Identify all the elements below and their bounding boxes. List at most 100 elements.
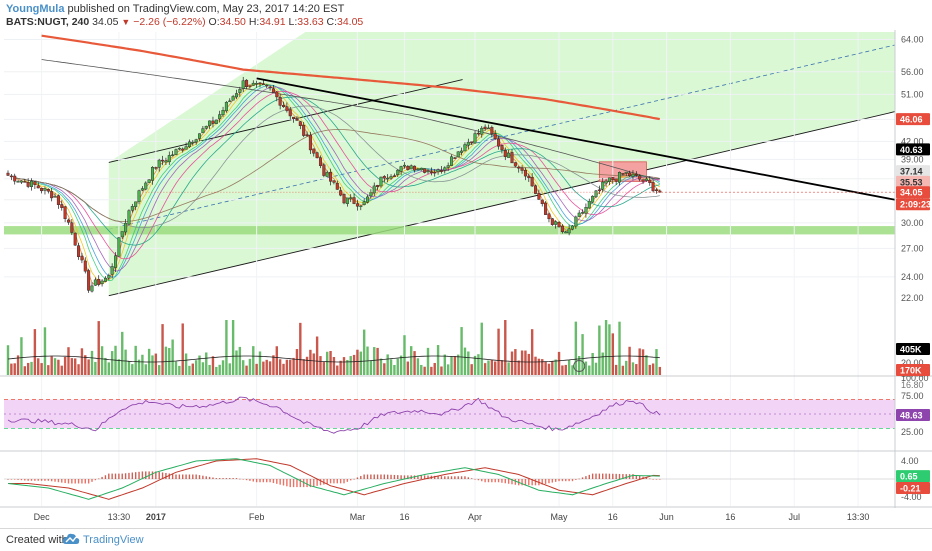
volume-bar	[544, 361, 547, 375]
volume-bar	[80, 348, 84, 375]
price-axis-tick: 30.00	[901, 218, 924, 228]
macd-histogram-bar	[487, 479, 490, 483]
macd-histogram-bar	[578, 478, 580, 480]
volume-bar	[497, 328, 500, 375]
volume-bar	[369, 360, 373, 375]
moving-average-line	[14, 83, 661, 282]
volume-bar	[178, 365, 181, 375]
author-link[interactable]: YoungMula	[6, 3, 65, 15]
volume-bar	[631, 362, 635, 375]
volume-bar	[262, 361, 265, 375]
candle-body	[251, 82, 255, 86]
candle-body	[416, 168, 420, 171]
trading-chart[interactable]: 64.0056.0051.0046.0042.0039.0036.0033.00…	[0, 30, 932, 528]
macd-histogram-bar	[652, 479, 654, 480]
candle-body	[308, 134, 312, 151]
macd-histogram-bar	[380, 474, 382, 479]
macd-histogram-bar	[292, 479, 295, 488]
time-axis-tick: Jun	[659, 512, 674, 522]
macd-histogram-bar	[242, 479, 244, 480]
macd-histogram-bar	[632, 474, 634, 479]
volume-bar	[628, 346, 631, 375]
macd-histogram-bar	[232, 478, 234, 479]
volume-bar	[635, 364, 638, 375]
macd-histogram-bar	[541, 479, 543, 485]
volume-bar	[588, 365, 591, 375]
candle-body	[413, 165, 417, 171]
candles-layer	[6, 76, 662, 293]
candle-body	[460, 150, 464, 153]
macd-histogram-bar	[571, 479, 574, 482]
candle-body	[248, 85, 252, 87]
volume-ma-line	[7, 355, 660, 363]
tradingview-brand-link[interactable]: TradingView	[83, 534, 144, 546]
candle-body	[234, 93, 238, 98]
candle-body	[56, 195, 60, 205]
publish-info: published on TradingView.com, May 23, 20…	[67, 3, 345, 15]
macd-histogram-bar	[158, 471, 160, 479]
candle-body	[379, 176, 383, 187]
candle-body	[554, 221, 558, 225]
macd-histogram-bar	[437, 476, 439, 479]
volume-bar	[201, 362, 205, 375]
macd-histogram-bar	[353, 478, 355, 480]
volume-bar	[641, 349, 645, 375]
macd-histogram-bar	[14, 479, 16, 480]
volume-bar	[608, 324, 611, 375]
macd-axis-tick: -4.00	[901, 492, 922, 502]
volume-bar	[514, 349, 517, 375]
volume-bar	[446, 364, 450, 375]
candle-body	[587, 200, 591, 209]
down-arrow-icon: ▼	[121, 17, 131, 27]
volume-bar	[373, 347, 376, 375]
volume-bar	[181, 323, 184, 375]
macd-histogram-bar	[84, 479, 86, 484]
volume-bar	[191, 363, 194, 375]
volume-bar	[315, 336, 319, 375]
rsi-line	[7, 396, 661, 434]
candle-body	[255, 83, 259, 85]
symbol-label[interactable]: BATS:NUGT, 240	[6, 16, 90, 28]
macd-histogram-bar	[635, 475, 638, 479]
candle-body	[161, 159, 165, 162]
macd-histogram-bar	[383, 474, 386, 479]
macd-histogram-bar	[561, 479, 564, 482]
macd-histogram-bar	[182, 474, 184, 479]
candle-body	[97, 278, 101, 285]
macd-histogram-bar	[10, 479, 13, 480]
candle-body	[409, 165, 413, 170]
candle-body	[292, 116, 296, 119]
macd-histogram-bar	[192, 474, 194, 479]
volume-bar	[426, 347, 430, 375]
volume-bar	[584, 361, 588, 375]
channel-lower-rail	[108, 111, 896, 297]
macd-histogram-bar	[417, 475, 419, 479]
macd-histogram-bar	[655, 479, 658, 480]
volume-bar	[541, 359, 544, 375]
candle-body	[366, 196, 370, 203]
ohlc-line: BATS:NUGT, 240 34.05 ▼ −2.26 (−6.22%) O:…	[6, 16, 363, 28]
macd-histogram-bar	[323, 479, 325, 485]
volume-bar	[410, 346, 413, 375]
volume-bar	[571, 365, 574, 375]
candle-body	[282, 105, 286, 108]
volume-bar	[252, 346, 255, 375]
candle-body	[90, 285, 94, 292]
volume-bar	[255, 363, 258, 375]
candle-body	[187, 141, 191, 148]
candle-body	[359, 205, 363, 207]
volume-bar	[117, 359, 121, 375]
candle-body	[614, 178, 618, 182]
channel-median-line	[108, 44, 896, 230]
volume-bar	[20, 337, 23, 375]
macd-line	[7, 458, 660, 500]
macd-histogram-bar	[222, 478, 224, 479]
footer: Created with TradingView	[0, 528, 932, 551]
candle-body	[426, 170, 430, 173]
macd-histogram-bar	[289, 479, 291, 488]
candle-body	[204, 125, 208, 129]
macd-histogram-bar	[74, 479, 76, 484]
volume-bar	[457, 354, 460, 375]
volume-layer	[6, 320, 662, 375]
candle-body	[288, 109, 292, 117]
